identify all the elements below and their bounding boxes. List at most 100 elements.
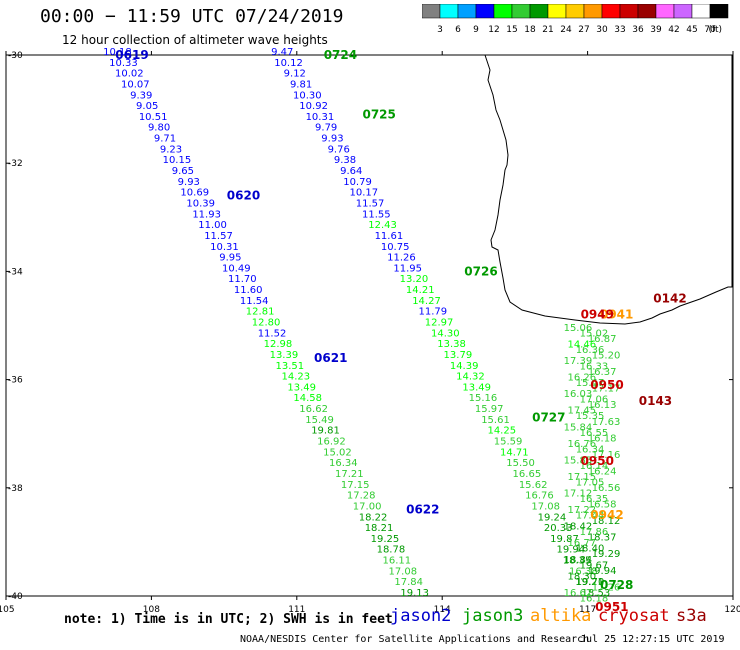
wave-height-value: 18.21 [365, 523, 394, 534]
lon-tick-label: 105 [0, 605, 15, 615]
wave-height-value: 17.84 [394, 577, 423, 588]
wave-height-value: 17.12 [564, 489, 593, 500]
legend-jason3: jason3 [462, 606, 524, 626]
wave-height-value: 11.52 [258, 328, 287, 339]
pass-label: 0725 [362, 108, 395, 122]
colorbar-tick-label: 39 [650, 25, 662, 35]
wave-height-value: 16.11 [383, 556, 412, 567]
wave-height-value: 17.16 [592, 450, 621, 461]
wave-height-value: 10.15 [163, 155, 192, 166]
western-australia-land [484, 54, 733, 325]
wave-height-value: 14.46 [567, 339, 596, 350]
footer-credit: NOAA/NESDIS Center for Satellite Applica… [240, 634, 590, 645]
wave-height-value: 9.71 [154, 134, 176, 145]
wave-height-value: 17.15 [341, 480, 370, 491]
wave-height-value: 10.39 [186, 198, 215, 209]
wave-height-value: 18.22 [359, 512, 388, 523]
wave-height-value: 17.17 [592, 384, 621, 395]
wave-height-value: 9.47 [271, 47, 293, 58]
wave-height-value: 14.21 [406, 285, 435, 296]
wave-height-value: 10.33 [109, 58, 138, 69]
wave-height-value: 16.18 [580, 593, 609, 604]
wave-height-value: 16.58 [588, 500, 617, 511]
wave-height-value: 17.06 [580, 395, 609, 406]
wave-height-value: 16.55 [580, 428, 609, 439]
lat-tick-label: -30 [8, 51, 23, 61]
wave-height-value: 16.65 [513, 469, 542, 480]
wave-height-value: 18.37 [588, 533, 617, 544]
wave-height-value: 14.27 [412, 296, 441, 307]
wave-height-value: 9.76 [328, 144, 350, 155]
wave-height-value: 15.35 [576, 411, 605, 422]
wave-height-value: 16.77 [567, 538, 596, 549]
wave-height-value: 13.51 [276, 361, 305, 372]
wave-height-value: 9.05 [136, 101, 158, 112]
wave-height-value: 15.85 [564, 455, 593, 466]
wave-height-value: 11.57 [356, 198, 385, 209]
lon-tick-label: 117 [579, 605, 596, 615]
colorbar-tick-label: 30 [596, 25, 608, 35]
colorbar-tick-label: 9 [473, 25, 479, 35]
wave-height-value: 11.55 [362, 209, 391, 220]
wave-height-value: 10.92 [299, 101, 328, 112]
lon-tick-label: 111 [288, 605, 305, 615]
wave-height-value: 16.33 [580, 362, 609, 373]
wave-height-value: 17.63 [592, 417, 621, 428]
wave-height-colorbar: 3 6 9 12 15 18 21 24 27 30 33 36 39 42 45 70(ft) [422, 4, 729, 35]
pass-label: 0620 [227, 189, 260, 203]
colorbar-tick-label: 3 [437, 25, 443, 35]
wave-height-value: 19.67 [580, 560, 609, 571]
legend-jason2: jason2 [390, 606, 452, 626]
pass-label: 0724 [324, 48, 357, 62]
lat-tick-label: -34 [8, 267, 23, 277]
wave-height-value: 16.35 [580, 494, 609, 505]
wave-height-value: 19.94 [556, 545, 585, 556]
pass-label: 0950 [590, 378, 623, 392]
wave-height-value: 19.13 [400, 588, 429, 599]
wave-height-value: 11.00 [198, 220, 227, 231]
wave-height-value: 11.60 [234, 285, 263, 296]
wave-height-value: 17.05 [576, 477, 605, 488]
wave-height-value: 17.44 [576, 511, 605, 522]
wave-height-value: 17.26 [592, 582, 621, 593]
wave-height-value: 12.80 [252, 318, 281, 329]
east-track-cluster: 15.0615.0216.8714.4616.3615.2017.3916.33… [564, 323, 621, 604]
wave-height-value: 9.80 [148, 123, 170, 134]
pass-label: 0727 [532, 410, 565, 424]
colorbar-tick-label: 27 [578, 25, 589, 35]
wave-height-value: 13.39 [270, 350, 299, 361]
wave-height-value: 16.03 [564, 389, 593, 400]
wave-height-value: 9.81 [290, 79, 312, 90]
pass-label: 0728 [600, 578, 633, 592]
wave-height-value: 19.25 [371, 534, 400, 545]
wave-height-value: 17.08 [531, 501, 560, 512]
lat-tick-label: -38 [8, 484, 23, 494]
wave-height-value: 12.43 [368, 220, 397, 231]
wave-height-value: 17.21 [335, 469, 364, 480]
wave-height-value: 16.13 [588, 400, 617, 411]
wave-height-value: 9.23 [160, 144, 182, 155]
colorbar-unit: (ft) [708, 25, 722, 35]
wave-height-value: 13.20 [400, 274, 429, 285]
wave-height-value: 15.06 [564, 323, 593, 334]
wave-height-value: 14.58 [293, 393, 322, 404]
wave-height-value: 10.79 [343, 177, 372, 188]
wave-height-value: 16.18 [588, 433, 617, 444]
colorbar-tick-label: 15 [506, 25, 517, 35]
pass-label: 0951 [595, 600, 628, 614]
wave-height-value: 16.76 [525, 491, 554, 502]
wave-height-value: 15.62 [519, 480, 548, 491]
wave-height-value: 13.79 [444, 350, 473, 361]
wave-height-value: 15.49 [305, 415, 334, 426]
wave-height-value: 15.02 [323, 447, 352, 458]
wave-height-value: 16.24 [588, 466, 617, 477]
australia-coastline [484, 54, 733, 325]
pass-label: 0142 [653, 291, 686, 305]
wave-height-value: 11.54 [240, 296, 269, 307]
map-axes: 105 108 111 114 117 120 -30 -32 -34 -36 -38 -40 [0, 51, 740, 615]
wave-height-value: 11.70 [228, 274, 257, 285]
wave-height-value: 12.97 [425, 318, 454, 329]
map-frame [5, 54, 734, 597]
wave-height-value: 9.38 [334, 155, 356, 166]
